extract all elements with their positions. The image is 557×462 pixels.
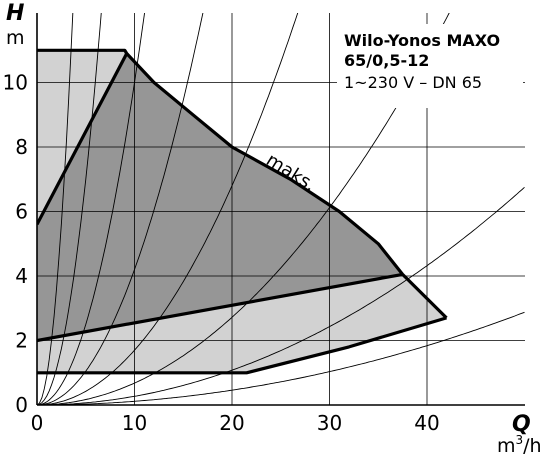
system-curve-7 xyxy=(37,186,525,405)
x-tick-label-20: 20 xyxy=(219,411,244,435)
x-unit-sup: 3 xyxy=(516,433,524,447)
system-curve-2 xyxy=(37,13,102,405)
system-curve-1 xyxy=(37,13,74,405)
y-axis-symbol: H xyxy=(6,1,24,26)
system-curve-6 xyxy=(37,13,450,405)
y-tick-label-6: 6 xyxy=(15,200,28,224)
chart-subtitle: 1~230 V – DN 65 xyxy=(344,73,482,92)
tick-labels: 0 10 20 30 40 0 2 4 6 8 10 xyxy=(3,71,440,436)
chart-title-line-1: Wilo-Yonos MAXO xyxy=(344,31,500,50)
x-tick-label-0: 0 xyxy=(31,411,44,435)
pump-curve-4 xyxy=(37,316,447,375)
title-box xyxy=(337,24,523,108)
system-curve-3 xyxy=(37,13,145,405)
system-curve-5 xyxy=(37,13,299,405)
x-tick-label-10: 10 xyxy=(122,411,147,435)
pump-curve-3 xyxy=(37,272,403,343)
y-axis-unit: m xyxy=(6,27,25,49)
x-unit-main: m xyxy=(497,435,516,457)
x-axis-symbol: Q xyxy=(512,412,531,437)
y-tick-label-0: 0 xyxy=(15,393,28,417)
y-tick-label-10: 10 xyxy=(3,71,28,95)
y-tick-label-4: 4 xyxy=(15,264,28,288)
pump-curve-2 xyxy=(37,52,129,226)
y-tick-label-2: 2 xyxy=(15,329,28,353)
dark-operating-region xyxy=(37,53,403,341)
chart-title-line-2: 65/0,5-12 xyxy=(344,51,429,70)
x-tick-label-40: 40 xyxy=(414,411,439,435)
x-axis-unit: m3/h xyxy=(497,433,542,457)
system-curve-4 xyxy=(37,13,204,405)
x-unit-tail: /h xyxy=(523,435,541,457)
x-tick-label-30: 30 xyxy=(317,411,342,435)
grid xyxy=(36,13,525,406)
y-tick-label-8: 8 xyxy=(15,135,28,159)
